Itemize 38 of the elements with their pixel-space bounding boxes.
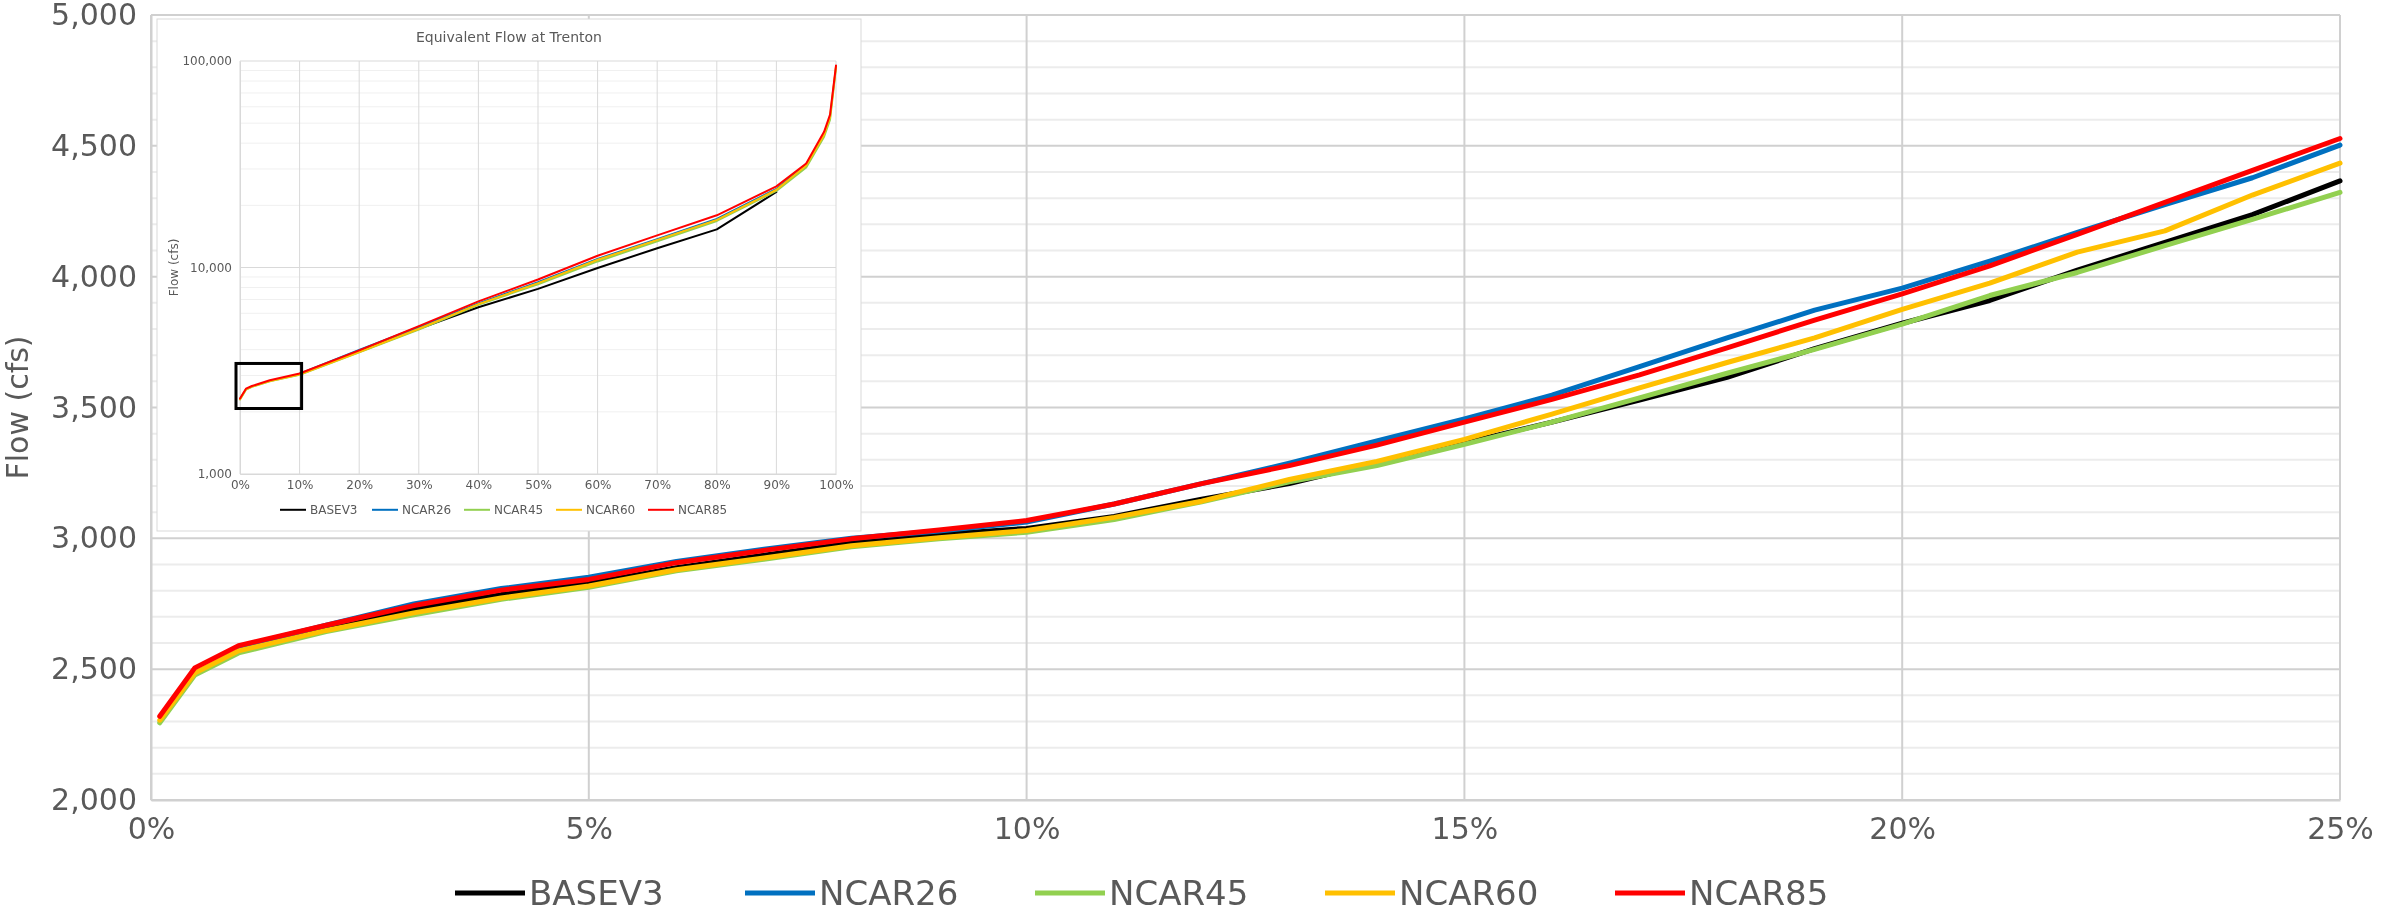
x-tick-label: 90% — [763, 477, 791, 492]
legend-label: NCAR85 — [678, 503, 728, 517]
legend-label: NCAR26 — [819, 873, 959, 913]
x-tick-label: 100% — [819, 477, 854, 492]
legend-label: NCAR26 — [402, 503, 452, 517]
legend-label: NCAR85 — [1689, 873, 1829, 913]
y-tick-label: 2,500 — [51, 651, 137, 687]
x-tick-label: 20% — [1869, 811, 1937, 847]
x-tick-label: 40% — [465, 477, 493, 492]
x-tick-label: 10% — [993, 811, 1061, 847]
x-tick-label: 50% — [525, 477, 552, 492]
y-axis-title: Flow (cfs) — [167, 238, 181, 297]
y-tick-label: 3,000 — [51, 520, 137, 556]
x-tick-label: 70% — [644, 477, 672, 492]
legend-label: BASEV3 — [310, 503, 358, 517]
x-tick-label: 80% — [703, 477, 731, 492]
y-tick-label: 100,000 — [182, 54, 232, 69]
x-tick-label: 15% — [1431, 811, 1499, 847]
y-tick-label: 5,000 — [51, 0, 137, 33]
y-tick-label: 4,000 — [51, 258, 137, 294]
x-tick-label: 10% — [286, 477, 314, 492]
x-tick-label: 5% — [565, 811, 614, 847]
y-tick-label: 3,500 — [51, 389, 137, 425]
legend-label: NCAR45 — [1109, 873, 1249, 913]
legend-label: NCAR60 — [586, 503, 636, 517]
x-tick-label: 60% — [584, 477, 612, 492]
x-tick-label: 25% — [2307, 811, 2374, 847]
y-axis-title: Flow (cfs) — [0, 335, 35, 480]
chart-title: Equivalent Flow at Trenton — [416, 29, 602, 45]
x-tick-label: 20% — [346, 477, 374, 492]
y-tick-label: 10,000 — [190, 260, 232, 275]
legend-label: NCAR45 — [494, 503, 544, 517]
y-tick-label: 1,000 — [197, 467, 232, 482]
y-tick-label: 4,500 — [51, 127, 137, 163]
x-tick-label: 0% — [230, 477, 251, 492]
legend-label: BASEV3 — [529, 873, 664, 913]
legend-label: NCAR60 — [1399, 873, 1539, 913]
x-tick-label: 30% — [405, 477, 433, 492]
